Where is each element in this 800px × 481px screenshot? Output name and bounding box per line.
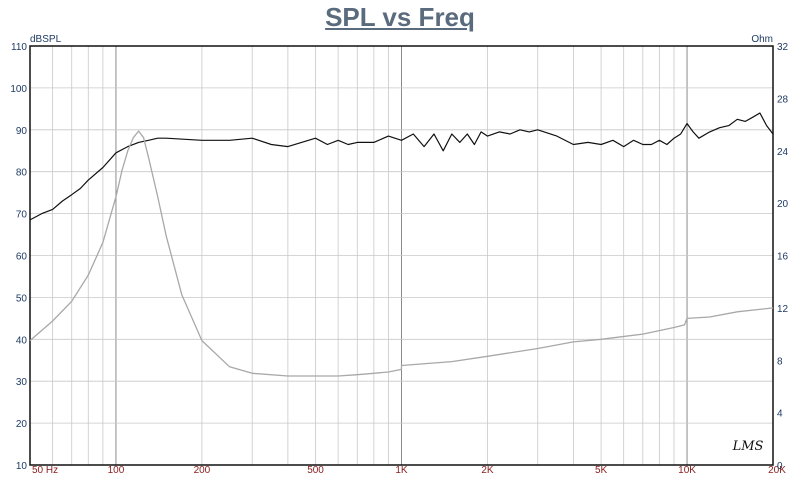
y2-axis-label: Ohm [751, 34, 773, 45]
x-tick-label: 200 [194, 465, 211, 476]
y2-tick-label: 24 [777, 147, 789, 158]
spl-curve [29, 112, 774, 221]
y2-tick-label: 16 [777, 252, 789, 263]
grid [29, 45, 774, 466]
y-tick-label: 20 [16, 419, 28, 430]
x-tick-label: 100 [108, 465, 125, 476]
y-tick-label: 60 [16, 252, 28, 263]
y-axis-label: dBSPL [30, 34, 62, 45]
y2-tick-label: 12 [777, 304, 789, 315]
plot-frame [29, 45, 774, 466]
y-tick-label: 50 [16, 293, 28, 304]
y2-tick-label: 0 [777, 461, 783, 472]
chart-title: SPL vs Freq [325, 2, 475, 32]
y2-tick-label: 8 [777, 356, 783, 367]
x-tick-label: 2K [481, 465, 494, 476]
y-tick-label: 100 [10, 84, 27, 95]
y-tick-label: 30 [16, 377, 28, 388]
y-tick-label: 110 [11, 42, 27, 53]
ticks: 50 Hz 100 200 500 1K 2K 5K 10K 20K10203040506070… [10, 42, 788, 476]
x-tick-label: 20K [768, 465, 786, 476]
y-tick-label: 70 [16, 210, 28, 221]
y-tick-label: 40 [16, 335, 28, 346]
x-tick-label: 10K [678, 465, 696, 476]
lms-annotation: LMS [732, 439, 764, 454]
x-tick-label: 5K [595, 465, 608, 476]
impedance-curve [29, 130, 774, 377]
y-tick-label: 90 [16, 126, 28, 137]
x-tick-label: 50 Hz [32, 465, 58, 476]
y2-tick-label: 4 [777, 409, 783, 420]
y2-tick-label: 32 [777, 42, 789, 53]
y-tick-label: 80 [16, 168, 28, 179]
series-layer [29, 112, 774, 377]
y-tick-label: 10 [16, 461, 28, 472]
y2-tick-label: 20 [777, 199, 789, 210]
y2-tick-label: 28 [777, 94, 789, 105]
x-tick-label: 1K [395, 465, 408, 476]
x-tick-label: 500 [307, 465, 324, 476]
